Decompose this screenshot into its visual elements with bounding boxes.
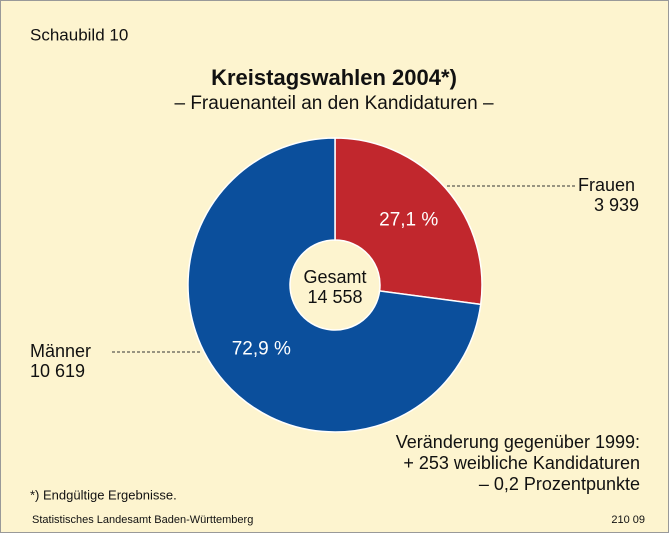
annotation-line: – 0,2 Prozentpunkte (479, 474, 640, 494)
center-label: Gesamt (303, 267, 366, 287)
annotation-line: Veränderung gegenüber 1999: (396, 432, 640, 452)
category-label: Frauen (578, 175, 635, 195)
figure-label: Schaubild 10 (30, 25, 128, 44)
chart-subtitle: – Frauenanteil an den Kandidaturen – (174, 93, 493, 114)
count-label: 3 939 (594, 195, 639, 215)
pie-slice (187, 137, 482, 433)
source: Statistisches Landesamt Baden-Württember… (32, 514, 253, 526)
count-label: 10 619 (30, 361, 85, 381)
slice-label: 72,9 % (232, 339, 291, 360)
pie-slice (334, 137, 483, 306)
footnote: *) Endgültige Ergebnisse. (30, 487, 177, 502)
annotation-line: + 253 weibliche Kandidaturen (403, 453, 640, 473)
chart-title: Kreistagswahlen 2004*) (211, 65, 457, 90)
figure-code: 210 09 (611, 514, 645, 526)
center-total: 14 558 (307, 287, 362, 307)
slice-label: 27,1 % (379, 209, 438, 230)
category-label: Männer (30, 341, 91, 361)
